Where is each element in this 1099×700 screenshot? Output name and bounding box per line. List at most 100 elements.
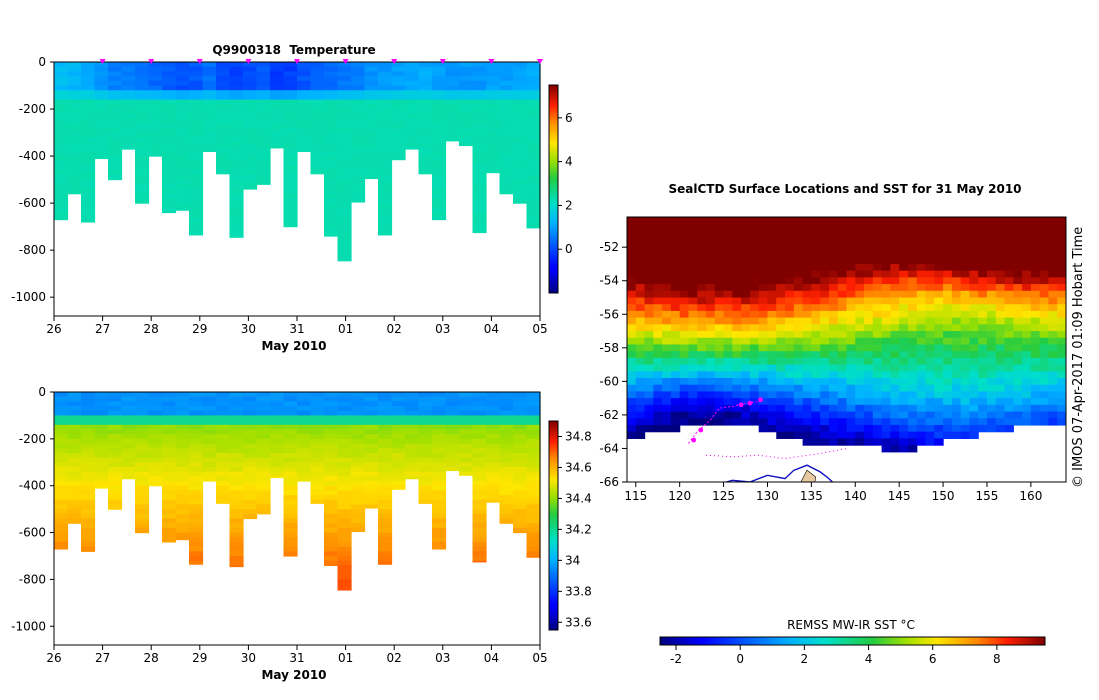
temperature-cell bbox=[337, 99, 352, 105]
salinity-cell bbox=[513, 466, 528, 473]
salinity-cell bbox=[310, 396, 325, 402]
sst-cell bbox=[1013, 217, 1023, 225]
sst-cell bbox=[1048, 270, 1058, 278]
temperature-cell bbox=[243, 66, 258, 72]
temperature-cell bbox=[67, 189, 82, 195]
temperature-cell bbox=[175, 85, 190, 91]
salinity-cell bbox=[472, 546, 487, 552]
sst-cell bbox=[995, 263, 1006, 272]
salinity-cell bbox=[310, 448, 325, 454]
sst-cell bbox=[1004, 371, 1014, 379]
temperature-cell bbox=[162, 118, 177, 124]
temperature-cell bbox=[81, 66, 96, 72]
temperature-cell bbox=[243, 85, 258, 91]
salinity-cell bbox=[229, 527, 244, 534]
sst-cell bbox=[1039, 250, 1050, 258]
temperature-cell bbox=[297, 132, 312, 138]
salinity-cell bbox=[445, 392, 460, 398]
salinity-cell bbox=[486, 452, 501, 459]
temperature-cell bbox=[418, 109, 433, 115]
salinity-cell bbox=[243, 392, 258, 398]
sst-cell bbox=[697, 418, 707, 426]
sst-cell bbox=[846, 297, 856, 305]
temperature-cell bbox=[243, 160, 258, 167]
temperature-cell bbox=[229, 231, 244, 237]
sst-cell bbox=[732, 364, 742, 372]
sst-cell bbox=[925, 337, 935, 346]
salinity-cell bbox=[67, 513, 82, 520]
temperature-cell bbox=[54, 174, 69, 181]
salinity-cell bbox=[445, 401, 460, 407]
salinity-cell bbox=[513, 509, 528, 515]
salinity-cell bbox=[202, 424, 217, 431]
sst-cell bbox=[1057, 270, 1066, 278]
sst-cell bbox=[986, 351, 997, 359]
temperature-cell bbox=[108, 118, 123, 124]
temperature-cell bbox=[67, 184, 82, 190]
sst-cell bbox=[890, 230, 900, 238]
salinity-cell bbox=[337, 551, 352, 557]
temperature-cell bbox=[229, 151, 244, 157]
salinity-cell bbox=[351, 410, 366, 417]
salinity-cell bbox=[81, 448, 96, 454]
temperature-cell bbox=[364, 174, 379, 180]
temperature-cell bbox=[229, 156, 244, 162]
sst-cell bbox=[767, 398, 777, 406]
sst-cell bbox=[907, 431, 918, 439]
sst-cell bbox=[697, 317, 707, 325]
temperature-cell bbox=[405, 85, 420, 91]
salinity-cell bbox=[189, 410, 204, 417]
temperature-cell bbox=[256, 94, 271, 101]
salinity-cell bbox=[364, 410, 379, 417]
surface-marker bbox=[342, 59, 349, 64]
salinity-cell bbox=[175, 410, 190, 417]
salinity-cell bbox=[432, 406, 447, 412]
sst-cell bbox=[1013, 290, 1023, 299]
sst-cell bbox=[1048, 263, 1058, 272]
sst-cell bbox=[820, 290, 830, 299]
temperature-cell bbox=[432, 174, 447, 181]
temperature-cell bbox=[189, 123, 204, 129]
temperature-cell bbox=[243, 151, 258, 157]
sst-cell bbox=[653, 217, 663, 225]
lon-tick-label: 130 bbox=[756, 489, 779, 503]
salinity-cell bbox=[526, 406, 541, 412]
temperature-cell bbox=[432, 104, 447, 110]
sst-cell bbox=[802, 304, 812, 312]
temperature-cell bbox=[472, 80, 487, 87]
temperature-cell bbox=[175, 113, 190, 120]
temperature-cell bbox=[297, 104, 312, 110]
temperature-cell bbox=[135, 118, 150, 124]
salinity-cell bbox=[189, 523, 204, 529]
sst-cell bbox=[820, 230, 830, 238]
sst-cell bbox=[969, 384, 979, 393]
sst-cell bbox=[776, 250, 786, 258]
salinity-cell bbox=[54, 476, 69, 482]
salinity-cell bbox=[94, 396, 109, 402]
salinity-cell bbox=[81, 490, 96, 496]
salinity-cell bbox=[418, 429, 433, 435]
salinity-cell bbox=[337, 476, 352, 482]
temperature-cell bbox=[216, 90, 231, 96]
temperature-cell bbox=[378, 127, 393, 134]
sst-cell bbox=[1013, 250, 1023, 258]
sst-cell bbox=[986, 424, 997, 433]
sst-cell bbox=[890, 250, 900, 258]
sst-cell bbox=[767, 257, 777, 265]
temperature-cell bbox=[391, 104, 406, 110]
sst-cell bbox=[1048, 331, 1058, 339]
sst-cell bbox=[855, 398, 865, 406]
sst-cell bbox=[925, 351, 935, 359]
sst-cell bbox=[811, 310, 821, 319]
temperature-cell bbox=[256, 137, 271, 143]
sst-cell bbox=[688, 384, 698, 393]
sst-cell bbox=[1030, 237, 1041, 245]
sst-cell bbox=[1013, 277, 1023, 285]
temperature-cell bbox=[445, 62, 460, 68]
salinity-y-axis: 0-200-400-600-800-1000 bbox=[11, 385, 54, 633]
temperature-cell bbox=[472, 66, 487, 72]
salinity-cell bbox=[499, 485, 514, 491]
sst-cell bbox=[995, 237, 1006, 245]
temperature-cell bbox=[337, 113, 352, 120]
sst-cell bbox=[1057, 357, 1066, 366]
